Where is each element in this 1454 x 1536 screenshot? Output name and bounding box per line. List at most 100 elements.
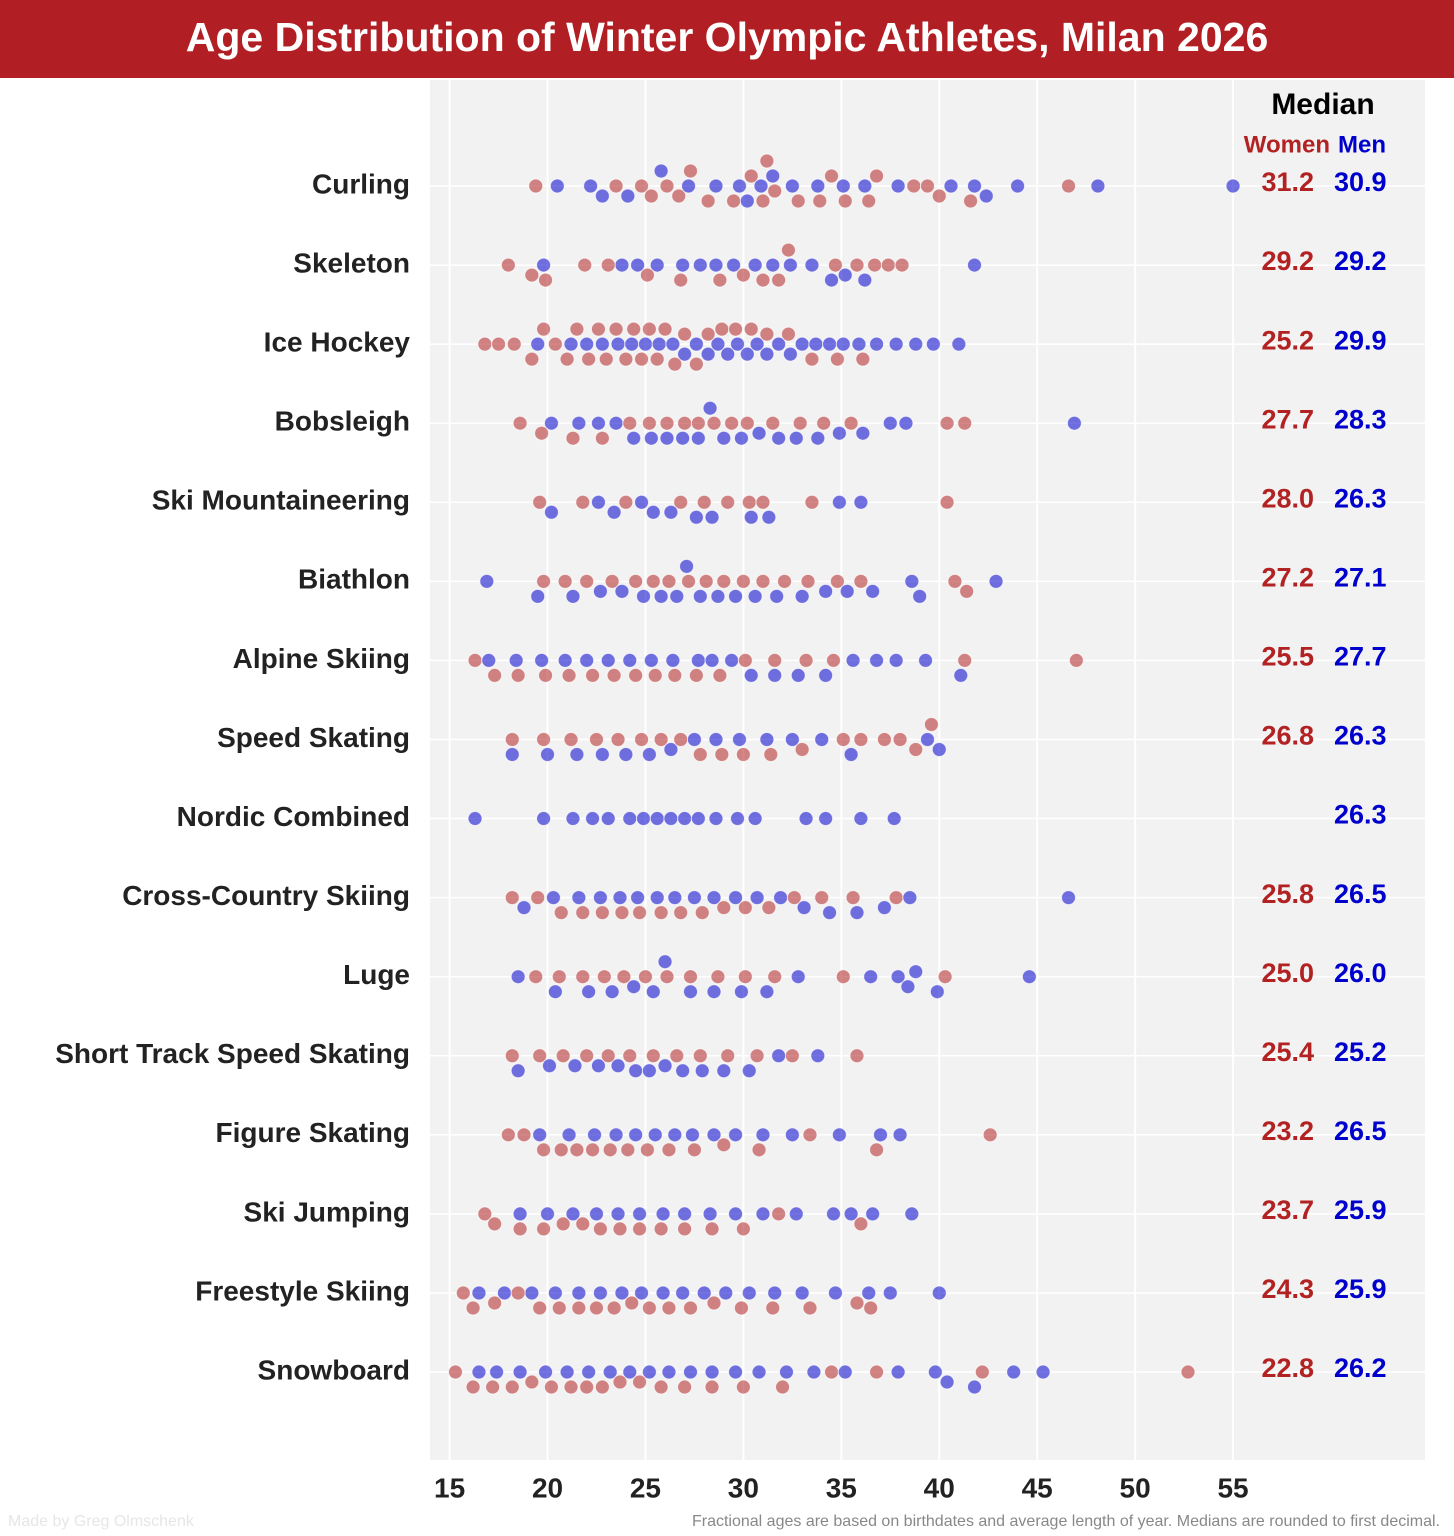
athlete-dot bbox=[508, 652, 524, 668]
athlete-dot bbox=[571, 890, 587, 906]
athlete-dot bbox=[696, 494, 712, 510]
athlete-dot bbox=[618, 746, 634, 762]
athlete-dot bbox=[532, 1300, 548, 1316]
athlete-dot bbox=[594, 746, 610, 762]
athlete-dot bbox=[939, 415, 955, 431]
athlete-dot bbox=[888, 336, 904, 352]
athlete-dot bbox=[714, 321, 730, 337]
athlete-dot bbox=[749, 1048, 765, 1064]
athlete-dot bbox=[506, 336, 522, 352]
athlete-dot bbox=[790, 969, 806, 985]
athlete-dot bbox=[767, 1285, 783, 1301]
athlete-dot bbox=[579, 652, 595, 668]
athlete-dot bbox=[626, 430, 642, 446]
athlete-dot bbox=[534, 425, 550, 441]
athlete-dot bbox=[675, 257, 691, 273]
athlete-dot bbox=[471, 1364, 487, 1380]
athlete-dot bbox=[704, 1221, 720, 1237]
athlete-dot bbox=[657, 1058, 673, 1074]
athlete-dot bbox=[1225, 178, 1241, 194]
athlete-dot bbox=[455, 1285, 471, 1301]
athlete-dot bbox=[594, 430, 610, 446]
athlete-dot bbox=[616, 969, 632, 985]
athlete-dot bbox=[784, 178, 800, 194]
category-label: Biathlon bbox=[298, 564, 410, 595]
athlete-dot bbox=[853, 494, 869, 510]
athlete-dot bbox=[857, 178, 873, 194]
athlete-dot bbox=[504, 746, 520, 762]
athlete-dot bbox=[751, 1142, 767, 1158]
athlete-dot bbox=[528, 969, 544, 985]
athlete-dot bbox=[882, 1285, 898, 1301]
athlete-dot bbox=[759, 153, 775, 169]
athlete-dot bbox=[683, 969, 699, 985]
athlete-dot bbox=[1180, 1364, 1196, 1380]
athlete-dot bbox=[865, 583, 881, 599]
athlete-dot bbox=[698, 573, 714, 589]
athlete-dot bbox=[530, 336, 546, 352]
athlete-dot bbox=[771, 1206, 787, 1222]
athlete-dot bbox=[536, 257, 552, 273]
athlete-dot bbox=[645, 504, 661, 520]
athlete-dot bbox=[812, 193, 828, 209]
athlete-dot bbox=[788, 430, 804, 446]
athlete-dot bbox=[671, 188, 687, 204]
athlete-dot bbox=[712, 667, 728, 683]
athlete-dot bbox=[869, 168, 885, 184]
athlete-dot bbox=[737, 652, 753, 668]
athlete-dot bbox=[690, 811, 706, 827]
athlete-dot bbox=[829, 351, 845, 367]
athlete-dot bbox=[622, 652, 638, 668]
athlete-dot bbox=[853, 1216, 869, 1232]
athlete-dot bbox=[890, 1364, 906, 1380]
athlete-dot bbox=[624, 1295, 640, 1311]
athlete-dot bbox=[555, 1216, 571, 1232]
athlete-dot bbox=[673, 272, 689, 288]
athlete-dot bbox=[602, 1364, 618, 1380]
athlete-dot bbox=[894, 257, 910, 273]
athlete-dot bbox=[733, 1300, 749, 1316]
median-label: 29.2 bbox=[1261, 246, 1314, 276]
x-tick-label: 50 bbox=[1120, 1472, 1151, 1503]
median-label: 23.7 bbox=[1261, 1195, 1314, 1225]
athlete-dot bbox=[549, 178, 565, 194]
athlete-dot bbox=[628, 573, 644, 589]
athlete-dot bbox=[824, 1364, 840, 1380]
x-tick-label: 20 bbox=[532, 1472, 563, 1503]
athlete-dot bbox=[835, 731, 851, 747]
athlete-dot bbox=[728, 321, 744, 337]
athlete-dot bbox=[765, 168, 781, 184]
athlete-dot bbox=[700, 193, 716, 209]
athlete-dot bbox=[667, 1127, 683, 1143]
athlete-dot bbox=[487, 1295, 503, 1311]
athlete-dot bbox=[827, 1285, 843, 1301]
athlete-dot bbox=[931, 188, 947, 204]
athlete-dot bbox=[769, 588, 785, 604]
athlete-dot bbox=[592, 1285, 608, 1301]
median-label: 26.3 bbox=[1334, 721, 1387, 751]
athlete-dot bbox=[694, 905, 710, 921]
athlete-dot bbox=[918, 652, 934, 668]
median-label: 27.2 bbox=[1261, 562, 1314, 592]
athlete-dot bbox=[677, 326, 693, 342]
athlete-dot bbox=[747, 257, 763, 273]
athlete-dot bbox=[1061, 890, 1077, 906]
athlete-dot bbox=[810, 430, 826, 446]
athlete-dot bbox=[920, 731, 935, 747]
athlete-dot bbox=[643, 652, 659, 668]
athlete-dot bbox=[880, 257, 896, 273]
athlete-dot bbox=[516, 1127, 532, 1143]
athlete-dot bbox=[692, 1048, 708, 1064]
athlete-dot bbox=[645, 573, 661, 589]
athlete-dot bbox=[661, 573, 677, 589]
athlete-dot bbox=[649, 890, 665, 906]
athlete-dot bbox=[594, 905, 610, 921]
athlete-dot bbox=[743, 321, 759, 337]
median-label: 26.5 bbox=[1334, 1116, 1387, 1146]
athlete-dot bbox=[606, 667, 622, 683]
athlete-dot bbox=[1035, 1364, 1051, 1380]
athlete-dot bbox=[630, 257, 646, 273]
athlete-dot bbox=[743, 509, 759, 525]
athlete-dot bbox=[773, 890, 789, 906]
category-label: Speed Skating bbox=[217, 722, 410, 753]
